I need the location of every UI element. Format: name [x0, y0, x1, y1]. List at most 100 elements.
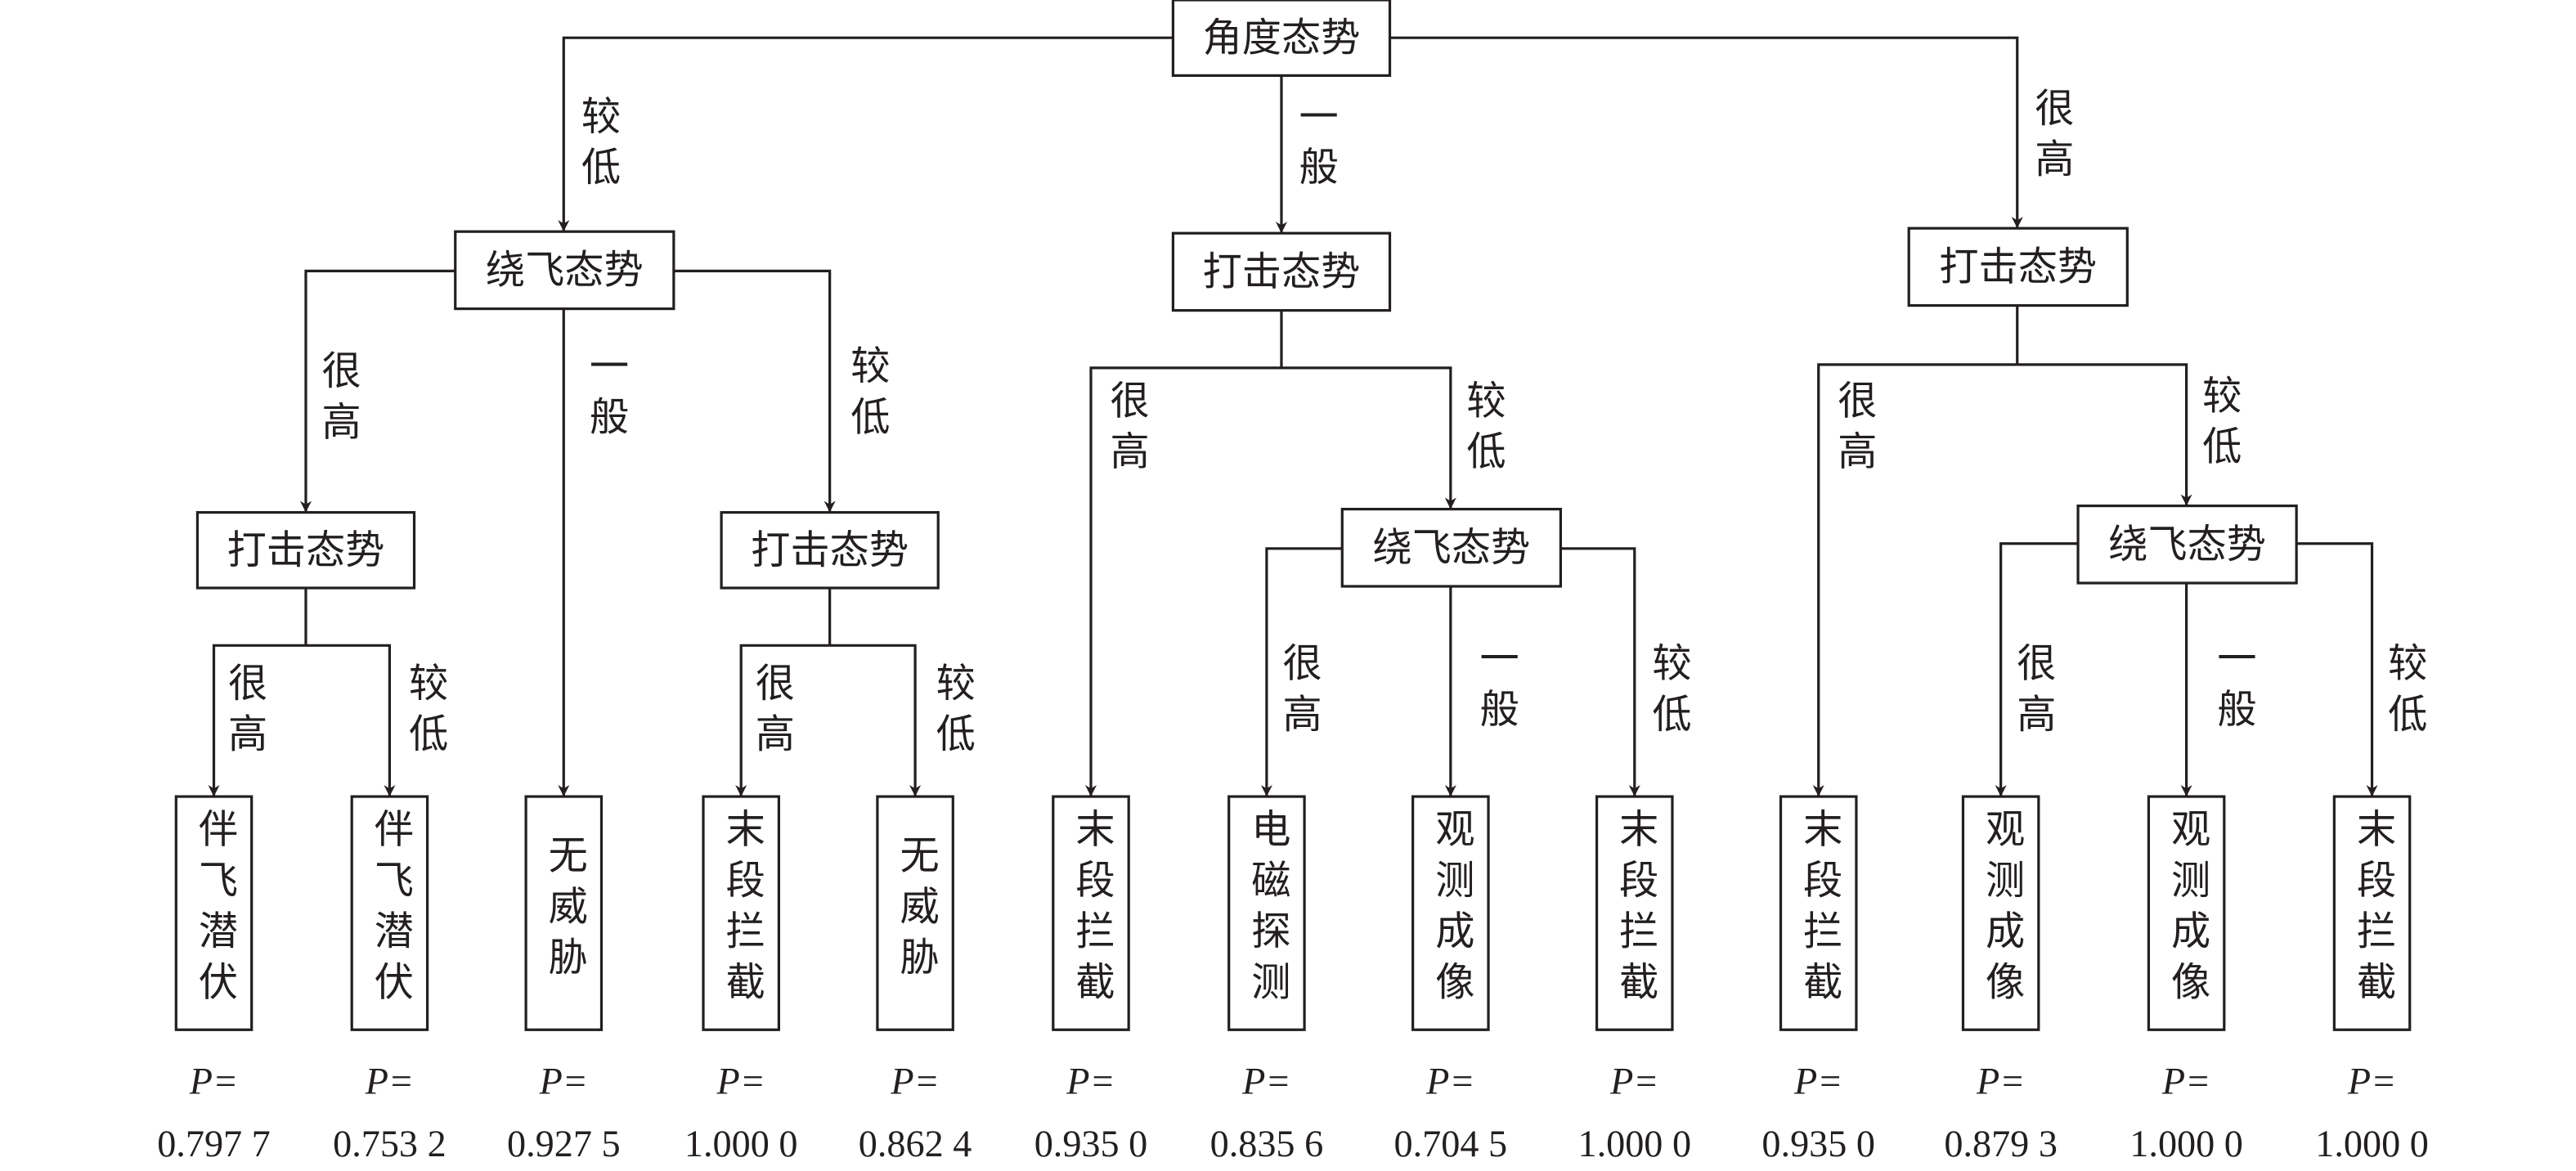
edge-label: 一般	[583, 345, 627, 447]
arrow-connector	[1084, 366, 1281, 797]
probability-value: 0.753 2	[333, 1123, 447, 1164]
leaf-outcome: 末段拦截	[1613, 808, 1658, 1012]
leaf-node: 伴飞潜伏 P= 0.797 7	[157, 795, 271, 1164]
edge-label: 较低	[575, 95, 620, 197]
leaf-box	[702, 795, 780, 1031]
leaf-box	[1411, 795, 1490, 1031]
decision-node-a2: 打击态势	[1171, 231, 1392, 312]
decision-node-b3: 绕飞态势	[1340, 508, 1563, 588]
decision-node-b2: 打击态势	[720, 511, 940, 590]
leaf-node: 无威胁 P= 0.862 4	[859, 795, 972, 1164]
probability-label: P=	[1976, 1061, 2025, 1102]
arrow-connector	[2017, 363, 2192, 506]
leaf-outcome: 观测成像	[2165, 808, 2210, 1012]
probability-label: P=	[539, 1061, 588, 1102]
edge-label: 很高	[749, 662, 794, 764]
edge-label: 很高	[222, 662, 267, 764]
leaf-outcome: 观测成像	[1979, 808, 2024, 1012]
node-label: 绕飞态势	[1372, 527, 1530, 570]
probability-value: 0.935 0	[1761, 1123, 1875, 1164]
edge-label: 较低	[1645, 642, 1690, 744]
node-label: 打击态势	[1203, 250, 1361, 294]
probability-value: 0.862 4	[859, 1123, 972, 1164]
probability-label: P=	[2347, 1061, 2396, 1102]
leaf-outcome: 末段拦截	[720, 808, 765, 1012]
node-label: 打击态势	[751, 529, 909, 572]
probability-value: 0.927 5	[507, 1123, 621, 1164]
probability-label: P=	[890, 1061, 939, 1102]
arrow-connector	[305, 644, 396, 797]
probability-value: 0.879 3	[1944, 1123, 2058, 1164]
node-label: 绕飞态势	[486, 249, 644, 292]
probability-value: 0.797 7	[157, 1123, 271, 1164]
arrow-connector	[735, 644, 830, 797]
leaf-outcome: 末段拦截	[2350, 808, 2395, 1012]
probability-label: P=	[1241, 1061, 1290, 1102]
node-label: 打击态势	[227, 529, 385, 572]
arrow-connector	[208, 644, 306, 797]
arrow-connector	[1560, 547, 1640, 797]
leaf-node: 末段拦截 P= 1.000 0	[2315, 795, 2429, 1164]
decision-node-a3: 打击态势	[1907, 227, 2129, 307]
decision-node-a1: 绕飞态势	[454, 230, 675, 311]
leaf-node: 末段拦截 P= 1.000 0	[1577, 795, 1691, 1164]
leaf-outcome: 无威胁	[542, 834, 587, 987]
probability-value: 1.000 0	[684, 1123, 798, 1164]
leaf-box	[1227, 795, 1306, 1031]
leaf-node: 末段拦截 P= 0.935 0	[1761, 795, 1875, 1164]
probability-value: 1.000 0	[1577, 1123, 1691, 1164]
arrow-connector	[299, 269, 456, 513]
probability-label: P=	[365, 1061, 414, 1102]
leaf-node: 观测成像 P= 1.000 0	[2129, 795, 2243, 1164]
leaf-box	[1961, 795, 2040, 1031]
edge-label: 较低	[930, 662, 975, 764]
probability-label: P=	[1425, 1061, 1474, 1102]
probability-label: P=	[1609, 1061, 1658, 1102]
arrow-connector	[1812, 363, 2017, 797]
leaf-box	[1595, 795, 1674, 1031]
edge-label: 很高	[2010, 642, 2055, 744]
leaf-node: 观测成像 P= 0.704 5	[1394, 795, 1508, 1164]
arrow-connector	[558, 36, 1174, 232]
leaf-outcome: 无威胁	[894, 834, 939, 987]
node-box	[1171, 231, 1392, 312]
leaf-node: 伴飞潜伏 P= 0.753 2	[333, 795, 447, 1164]
probability-label: P=	[716, 1061, 765, 1102]
edge-label: 较低	[402, 662, 447, 764]
edge-label: 一般	[1474, 637, 1518, 739]
leaf-box	[2332, 795, 2412, 1031]
leaf-box	[1779, 795, 1858, 1031]
probability-value: 0.935 0	[1034, 1123, 1148, 1164]
edge-label: 一般	[2210, 637, 2255, 739]
probability-label: P=	[2161, 1061, 2210, 1102]
leaf-box	[876, 795, 954, 1031]
leaf-outcome: 伴飞潜伏	[368, 808, 414, 1012]
node-box	[195, 511, 416, 590]
edge-label: 较低	[2381, 642, 2426, 744]
edge-label: 很高	[2028, 87, 2073, 189]
probability-value: 0.704 5	[1394, 1123, 1508, 1164]
edge-label: 很高	[1104, 379, 1149, 482]
leaf-node: 无威胁 P= 0.927 5	[507, 795, 621, 1164]
node-box	[1907, 227, 2129, 307]
edge-label: 很高	[316, 350, 361, 452]
root-node: 角度态势	[1171, 0, 1392, 77]
edge-label: 较低	[844, 345, 889, 447]
arrow-connector	[1995, 542, 2079, 797]
arrow-connector	[829, 644, 922, 797]
arrow-connector	[1389, 36, 2023, 229]
leaf-box	[524, 795, 604, 1031]
edge-label: 较低	[1460, 379, 1505, 482]
leaf-outcome: 观测成像	[1429, 808, 1474, 1012]
decision-node-b4: 绕飞态势	[2076, 504, 2298, 585]
edge-label: 较低	[2196, 375, 2241, 477]
node-label: 角度态势	[1203, 16, 1361, 60]
leaf-box	[2147, 795, 2226, 1031]
node-label: 打击态势	[1939, 245, 2097, 289]
leaf-node: 观测成像 P= 0.879 3	[1944, 795, 2058, 1164]
node-box	[1171, 0, 1392, 77]
leaf-node: 末段拦截 P= 1.000 0	[684, 795, 798, 1164]
probability-value: 0.835 6	[1210, 1123, 1324, 1164]
leaf-outcome: 末段拦截	[1069, 808, 1114, 1012]
